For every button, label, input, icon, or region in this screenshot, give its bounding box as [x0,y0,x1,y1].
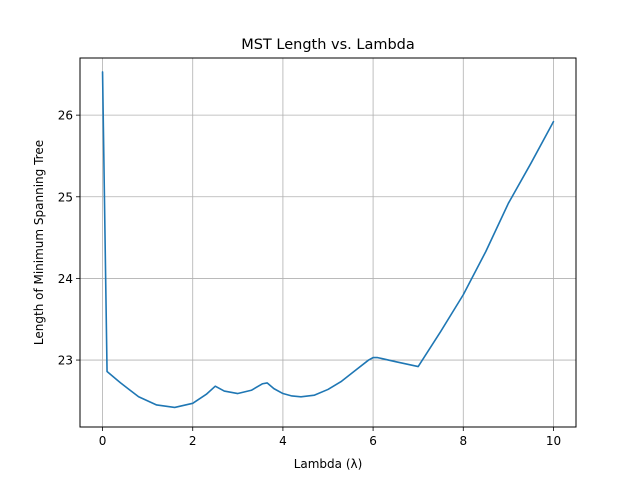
x-tick-label: 4 [279,434,287,448]
y-axis-label: Length of Minimum Spanning Tree [32,140,46,345]
grid [80,58,576,427]
x-tick-label: 8 [459,434,467,448]
x-axis: 0 2 4 6 8 10 [99,427,561,448]
y-tick-label: 24 [58,272,73,286]
y-tick-label: 26 [58,109,73,123]
series-line [101,71,555,409]
x-tick-label: 6 [369,434,377,448]
x-tick-label: 2 [189,434,197,448]
x-tick-label: 0 [99,434,107,448]
x-axis-label: Lambda (λ) [294,457,363,471]
series-layer [101,71,555,409]
y-tick-label: 23 [58,354,73,368]
x-tick-label: 10 [546,434,561,448]
plot-frame [79,57,577,428]
y-tick-label: 25 [58,190,73,204]
chart-title: MST Length vs. Lambda [241,37,415,53]
y-axis: 23 24 25 26 [58,109,80,368]
